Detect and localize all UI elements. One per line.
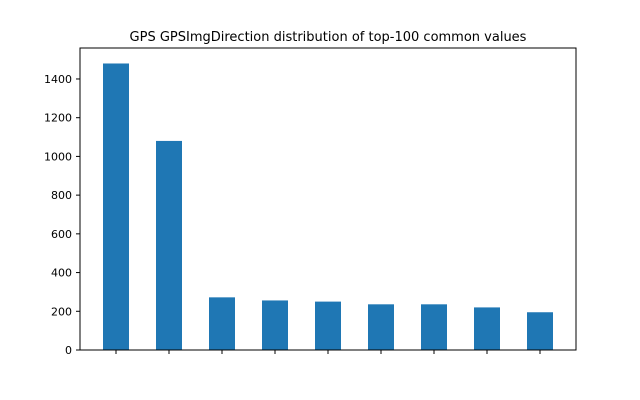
y-tick-label-1400: 1400	[44, 73, 72, 86]
bar-2	[156, 140, 182, 350]
chart-title: GPS GPSImgDirection distribution of top-…	[130, 30, 527, 45]
x-axis	[115, 350, 541, 354]
bar-7	[421, 304, 447, 350]
y-axis: 0 200 400 600 800 1000 1200 1400	[44, 73, 80, 357]
axes-frame	[79, 47, 577, 351]
bar-5	[315, 301, 341, 350]
bars-group	[103, 63, 553, 350]
bar-8	[474, 307, 500, 350]
y-tick-label-800: 800	[51, 189, 72, 202]
bar-6	[368, 304, 394, 350]
bar-4	[262, 300, 288, 350]
y-tick-label-1200: 1200	[44, 112, 72, 125]
bar-1	[103, 63, 129, 350]
bar-3	[209, 297, 235, 350]
bar-9	[527, 312, 553, 350]
y-tick-label-1000: 1000	[44, 150, 72, 163]
y-tick-label-400: 400	[51, 267, 72, 280]
y-tick-label-200: 200	[51, 305, 72, 318]
y-tick-label-600: 600	[51, 228, 72, 241]
y-tick-label-0: 0	[65, 344, 72, 357]
